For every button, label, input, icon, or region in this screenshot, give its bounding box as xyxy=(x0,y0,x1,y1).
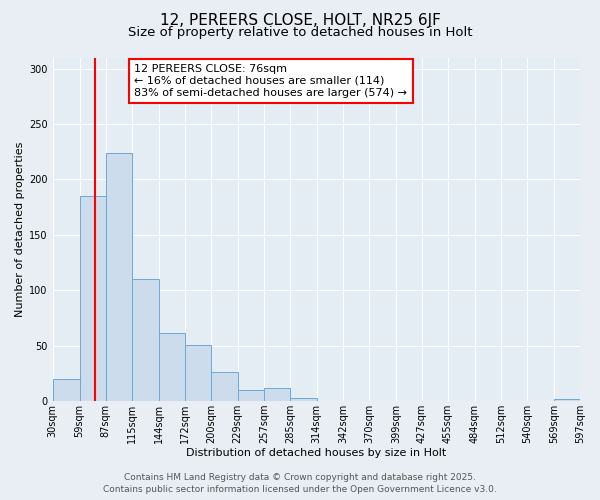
Text: Contains HM Land Registry data © Crown copyright and database right 2025.
Contai: Contains HM Land Registry data © Crown c… xyxy=(103,472,497,494)
Text: Size of property relative to detached houses in Holt: Size of property relative to detached ho… xyxy=(128,26,472,39)
X-axis label: Distribution of detached houses by size in Holt: Distribution of detached houses by size … xyxy=(186,448,446,458)
Bar xyxy=(554,399,580,401)
Text: 12, PEREERS CLOSE, HOLT, NR25 6JF: 12, PEREERS CLOSE, HOLT, NR25 6JF xyxy=(160,12,440,28)
Bar xyxy=(290,398,317,401)
Bar xyxy=(106,153,132,401)
Bar xyxy=(211,372,238,401)
Y-axis label: Number of detached properties: Number of detached properties xyxy=(15,142,25,317)
Bar xyxy=(185,344,211,401)
Bar xyxy=(53,379,80,401)
Bar xyxy=(80,196,106,401)
Text: 12 PEREERS CLOSE: 76sqm
← 16% of detached houses are smaller (114)
83% of semi-d: 12 PEREERS CLOSE: 76sqm ← 16% of detache… xyxy=(134,64,407,98)
Bar xyxy=(238,390,264,401)
Bar xyxy=(264,388,290,401)
Bar xyxy=(158,334,185,401)
Bar xyxy=(132,279,158,401)
